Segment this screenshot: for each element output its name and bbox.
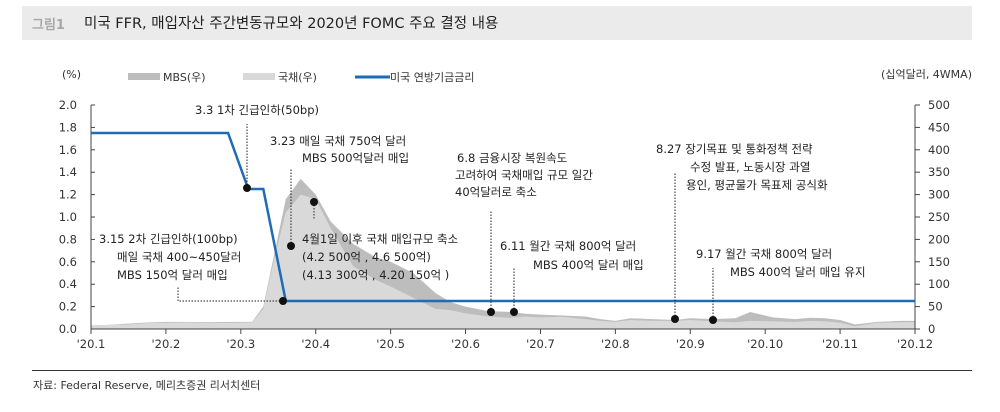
right-tick-label: 500	[928, 98, 950, 112]
annotation-text: 3.23 매일 국채 750억 달러	[270, 134, 406, 148]
ffr-line	[91, 131, 915, 303]
annotation-text: 40억달러로 축소	[455, 185, 537, 199]
annotation-marker	[279, 297, 287, 305]
annotation-marker	[671, 315, 679, 323]
annotation-marker	[310, 198, 318, 206]
right-unit-label: (십억달러, 4WMA)	[881, 68, 972, 81]
x-tick-label: '20.12	[897, 337, 933, 351]
source-note: 자료: Federal Reserve, 메리츠증권 리서치센터	[33, 379, 261, 392]
annotation-text: 4월1일 이후 국채 매입규모 축소	[302, 232, 458, 246]
annotation-text: 용인, 평균물가 목표제 공식화	[686, 178, 828, 192]
right-tick-label: 200	[928, 232, 950, 246]
figure-label: 그림1	[32, 18, 65, 33]
left-unit-label: (%)	[62, 68, 81, 81]
annotation-text: 매일 국채 400~450달러	[117, 250, 241, 264]
left-tick-label: 0.4	[59, 277, 77, 291]
left-tick-label: 0.0	[59, 322, 77, 336]
x-tick-label: '20.5	[376, 337, 405, 351]
right-tick-label: 50	[928, 300, 943, 314]
left-tick-label: 1.8	[59, 120, 77, 134]
right-tick-label: 150	[928, 255, 950, 269]
annotation-text: 8.27 장기목표 및 통화정책 전략	[656, 142, 813, 156]
annotation-text: MBS 150억 달러 매입	[117, 268, 228, 282]
x-tick-label: '20.1	[77, 337, 106, 351]
left-tick-label: 1.4	[59, 165, 77, 179]
chart-title: 미국 FFR, 매입자산 주간변동규모와 2020년 FOMC 주요 결정 내용	[84, 16, 499, 32]
annotation-text: 6.8 금융시장 복원속도	[457, 151, 567, 165]
annotation-marker	[510, 308, 518, 316]
legend-mbs-label: MBS(우)	[163, 71, 206, 84]
annotation-text: 고려하여 국채매입 규모 일간	[455, 168, 593, 182]
title-bar: 그림1 미국 FFR, 매입자산 주간변동규모와 2020년 FOMC 주요 결…	[22, 6, 972, 40]
left-tick-label: 0.8	[59, 232, 77, 246]
annotation-text: 수정 발표, 노동시장 과열	[690, 160, 810, 174]
x-tick-label: '20.6	[451, 337, 480, 351]
legend-ffr-label: 미국 연방기금금리	[390, 71, 474, 84]
annotation-leader	[177, 287, 283, 302]
annotation-marker	[243, 184, 251, 192]
legend-treasury-swatch	[243, 73, 275, 80]
x-tick-label: '20.2	[152, 337, 181, 351]
annotation-marker	[287, 242, 295, 250]
left-tick-label: 1.0	[59, 210, 77, 224]
left-tick-label: 0.6	[59, 255, 77, 269]
x-tick-label: '20.10	[747, 337, 783, 351]
annotation-text: 9.17 월간 국채 800억 달러	[696, 247, 832, 261]
legend-treasury-label: 국채(우)	[278, 71, 317, 84]
right-tick-label: 450	[928, 120, 950, 134]
right-tick-label: 250	[928, 210, 950, 224]
annotation-marker	[709, 316, 717, 324]
source-divider	[32, 370, 972, 371]
annotation-text: MBS 400억 달러 매입 유지	[730, 265, 866, 279]
left-tick-label: 0.2	[59, 300, 77, 314]
annotation-text: MBS 500억달러 매입	[302, 151, 409, 165]
x-tick-label: '20.4	[301, 337, 330, 351]
left-tick-label: 2.0	[59, 98, 77, 112]
annotation-text: (4.2 500억 , 4.6 500억)	[302, 250, 431, 264]
legend-mbs-swatch	[128, 73, 160, 80]
x-tick-label: '20.3	[226, 337, 255, 351]
annotation-marker	[487, 308, 495, 316]
x-tick-label: '20.11	[822, 337, 858, 351]
left-tick-label: 1.2	[59, 188, 77, 202]
treasury-area	[91, 194, 915, 329]
x-tick-label: '20.8	[601, 337, 630, 351]
right-tick-label: 100	[928, 277, 950, 291]
x-tick-label: '20.9	[676, 337, 705, 351]
annotation-text: (4.13 300억 , 4.20 150억 )	[302, 268, 449, 282]
chart-plot: (%) (십억달러, 4WMA) MBS(우) 국채(우) 미국 연방기금금리 0.0 0.…	[59, 68, 972, 351]
right-tick-label: 350	[928, 165, 950, 179]
annotation-text: 3.3 1차 긴급인하(50bp)	[195, 103, 319, 117]
annotation-text: 3.15 2차 긴급인하(100bp)	[99, 232, 238, 246]
left-tick-label: 1.6	[59, 143, 77, 157]
right-tick-label: 0	[928, 322, 935, 336]
annotation-text: MBS 400억 달러 매입	[533, 258, 644, 272]
right-tick-label: 300	[928, 188, 950, 202]
annotation-text: 6.11 월간 국채 800억 달러	[500, 239, 636, 253]
right-tick-label: 400	[928, 143, 950, 157]
x-tick-label: '20.7	[526, 337, 555, 351]
